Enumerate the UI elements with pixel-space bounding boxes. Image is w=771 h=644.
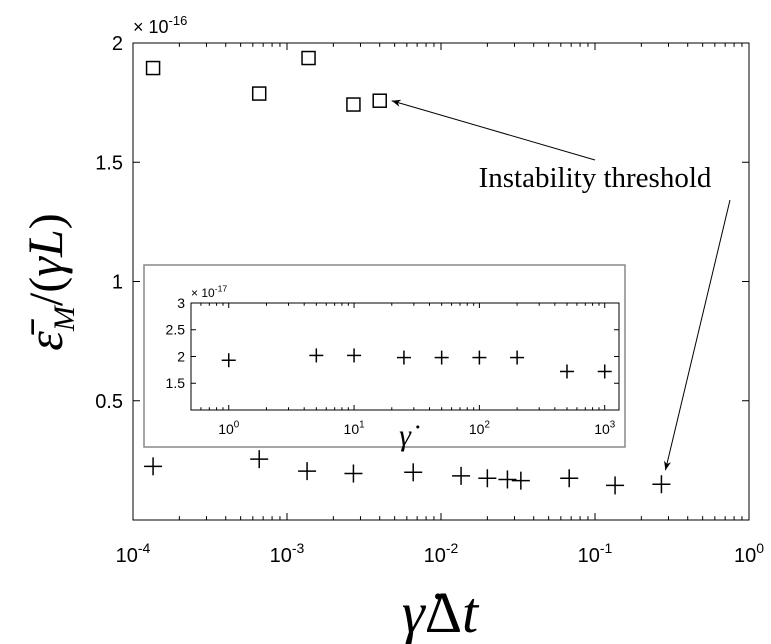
inset-y-tick-label: 2 — [177, 348, 185, 364]
inset-y-tick-label: 3 — [177, 295, 185, 311]
main-y-axis-label: ε̄M/(γ̇L) — [17, 213, 81, 351]
main-y-tick-label: 2 — [112, 33, 123, 55]
main-data-point-plus — [298, 462, 317, 481]
inset-x-tick-label: 101 — [344, 420, 365, 437]
main-data-point-square — [145, 60, 161, 76]
inset-y-tick-label: 2.5 — [166, 322, 186, 338]
main-x-tick-label: 100 — [734, 540, 764, 567]
inset-data-point-plus — [434, 350, 449, 365]
main-data-point-square — [301, 50, 316, 66]
main-data-point-square — [372, 93, 387, 108]
inset-x-tick-label: 102 — [469, 420, 490, 437]
inset-x-tick-label: 100 — [218, 420, 240, 437]
main-data-point-plus — [452, 466, 471, 485]
main-y-tick-label: 1.5 — [95, 152, 123, 174]
inset-data-point-plus — [309, 348, 324, 363]
inset-data-point-plus — [221, 353, 236, 368]
main-axis-multiplier: × 10-16 — [133, 13, 187, 37]
main-data-point-plus — [511, 471, 530, 490]
inset-data-point-plus — [510, 350, 525, 365]
main-x-tick-label: 10-1 — [578, 540, 613, 567]
inset-data-point-plus — [559, 364, 574, 379]
main-plot-layer: 0.5 1 1.5 2 10-4 10-3 10-2 10-1 100 × 10-16 — [95, 13, 764, 567]
main-y-tick-label: 1 — [112, 272, 123, 294]
inset-axis-multiplier: × 10-17 — [191, 284, 227, 300]
main-data-point-plus — [652, 475, 671, 494]
main-data-point-plus — [498, 470, 517, 489]
inset-data-point-plus — [597, 364, 612, 379]
svg-text:ε̄M/(γ̇L): ε̄M/(γ̇L) — [17, 213, 81, 351]
main-x-tick-label: 10-3 — [270, 540, 305, 567]
inset-data-point-plus — [347, 348, 362, 363]
main-x-tick-label: 10-2 — [424, 540, 459, 567]
inset-x-tick-label: 103 — [594, 420, 616, 437]
annotation-arrow — [664, 199, 731, 471]
main-data-point-square — [251, 86, 267, 101]
main-x-tick-label: 10-4 — [116, 540, 151, 567]
main-data-point-square — [346, 97, 361, 112]
inset-plot-layer: 1.5 2 2.5 3 100 101 102 103 × 10-17 — [166, 284, 619, 437]
inset-data-point-plus — [396, 350, 411, 365]
inset-data-point-plus — [472, 350, 487, 365]
main-x-axis-label: γ̇Δt — [402, 580, 480, 644]
main-data-point-plus — [404, 463, 423, 482]
main-data-point-plus — [250, 450, 269, 469]
annotation-arrow — [391, 99, 596, 161]
annotation-instability-threshold: Instability threshold — [479, 162, 712, 194]
annotation-arrows — [391, 99, 731, 471]
main-data-point-plus — [144, 457, 163, 476]
main-data-point-plus — [478, 469, 497, 488]
main-data-point-plus — [344, 464, 363, 483]
inset-panel-frame — [143, 264, 626, 448]
main-data-point-plus — [560, 469, 579, 488]
main-data-point-plus — [606, 476, 625, 495]
main-y-tick-label: 0.5 — [95, 391, 123, 413]
inset-y-tick-label: 1.5 — [166, 375, 186, 391]
